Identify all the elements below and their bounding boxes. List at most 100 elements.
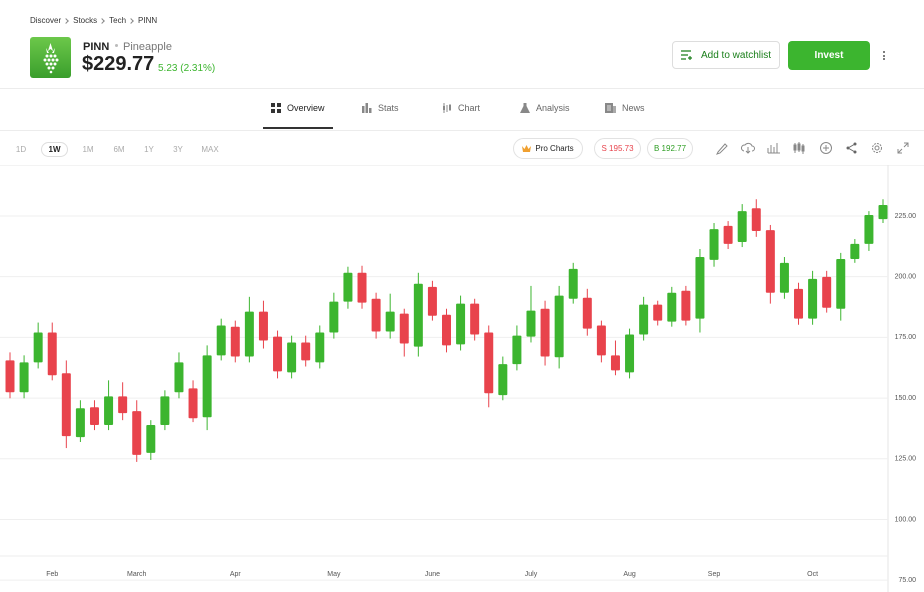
fullscreen-icon[interactable] xyxy=(896,141,910,155)
add-to-watchlist-button[interactable]: Add to watchlist xyxy=(672,41,780,69)
candle-body xyxy=(244,311,254,357)
divider xyxy=(0,88,924,89)
timeframe-button[interactable]: 1D xyxy=(15,145,27,154)
tab-icon xyxy=(271,103,281,113)
download-icon[interactable] xyxy=(741,141,755,155)
y-tick-label: 125.00 xyxy=(895,456,917,463)
tab-icon xyxy=(362,103,372,113)
candle-body xyxy=(442,314,451,346)
candle-body xyxy=(681,290,691,321)
pro-charts-button[interactable]: Pro Charts xyxy=(513,138,583,159)
tab[interactable]: Chart xyxy=(442,103,480,113)
x-tick-label: Feb xyxy=(46,571,58,578)
tab-label: Stats xyxy=(378,103,399,113)
y-tick-label: 200.00 xyxy=(895,274,917,281)
candlestick-chart: 225.00 200.00 175.00 150.00 125.00 100.00 75.0… xyxy=(0,165,917,592)
candle-body xyxy=(75,408,85,438)
candle-body xyxy=(118,396,128,414)
candle-body xyxy=(456,303,466,345)
candle-body xyxy=(625,334,635,373)
candle-body xyxy=(864,215,874,244)
tab[interactable]: Overview xyxy=(271,103,325,113)
candle-body xyxy=(202,355,212,418)
x-tick-label: Oct xyxy=(807,571,818,578)
candle-body xyxy=(878,205,888,220)
timeframe-button[interactable]: 1W xyxy=(41,142,68,157)
x-tick-label: Sep xyxy=(708,571,721,578)
x-tick-label: June xyxy=(425,571,440,578)
tab-icon xyxy=(520,103,530,113)
candle-body xyxy=(230,326,240,357)
indicators-icon[interactable] xyxy=(767,141,781,155)
tab[interactable]: News xyxy=(605,103,645,113)
timeframe-button[interactable]: 6M xyxy=(113,145,125,154)
timeframe-button[interactable]: MAX xyxy=(201,145,219,154)
watchlist-icon xyxy=(680,50,692,60)
y-tick-label: 150.00 xyxy=(895,395,917,402)
candle-body xyxy=(104,396,114,426)
ticker: PINN xyxy=(83,41,110,53)
tab[interactable]: Stats xyxy=(362,103,399,113)
candle-body xyxy=(695,257,705,319)
candle-body xyxy=(329,301,339,333)
candle-body xyxy=(765,230,775,293)
tab-label: News xyxy=(622,103,645,113)
candle-body xyxy=(301,342,311,361)
candle-body xyxy=(371,298,381,332)
breadcrumb-link[interactable]: Discover xyxy=(30,16,62,25)
price-change: 5.23 (2.31%) xyxy=(158,63,216,74)
active-tab-indicator xyxy=(263,127,333,129)
tab-icon xyxy=(605,103,616,113)
candles-icon[interactable] xyxy=(793,141,807,155)
x-tick-label: Aug xyxy=(623,571,636,578)
share-icon[interactable] xyxy=(845,141,859,155)
divider xyxy=(0,165,924,166)
divider xyxy=(0,130,924,131)
invest-button[interactable]: Invest xyxy=(788,41,870,70)
breadcrumb-separator xyxy=(128,17,134,24)
candle-body xyxy=(385,311,395,332)
x-tick-label: July xyxy=(525,571,538,578)
breadcrumb-link[interactable]: Tech xyxy=(109,16,127,25)
breadcrumb-link: PINN xyxy=(138,16,158,25)
candle-body xyxy=(427,286,437,316)
candle-body xyxy=(89,407,99,426)
y-tick-label: 75.00 xyxy=(898,577,916,584)
candle-body xyxy=(526,310,536,337)
candle-body xyxy=(779,262,789,293)
candle-body xyxy=(188,388,198,419)
sell-button[interactable]: S 195.73 xyxy=(594,138,641,159)
tab-icon xyxy=(443,103,451,113)
candle-body xyxy=(794,288,804,319)
breadcrumb-link[interactable]: Stocks xyxy=(73,16,98,25)
company-name: Pineapple xyxy=(123,41,172,53)
breadcrumb-separator xyxy=(63,17,69,24)
timeframe-button[interactable]: 1M xyxy=(82,145,94,154)
add-icon[interactable] xyxy=(819,141,833,155)
candle-body xyxy=(470,303,480,335)
x-tick-label: May xyxy=(327,571,341,578)
candle-body xyxy=(19,362,29,393)
candle-body xyxy=(273,336,283,372)
candle-body xyxy=(357,272,367,303)
timeframe-button[interactable]: 1Y xyxy=(144,145,154,154)
candle-body xyxy=(667,292,677,322)
candle-body xyxy=(582,297,592,329)
candle-body xyxy=(836,258,846,309)
breadcrumb-separator xyxy=(99,17,105,24)
candle-body xyxy=(5,360,15,393)
timeframe-button[interactable]: 3Y xyxy=(173,145,183,154)
crown-icon xyxy=(522,145,532,152)
tab[interactable]: Analysis xyxy=(520,103,570,113)
x-tick-label: Apr xyxy=(230,571,242,578)
draw-tool-icon[interactable] xyxy=(716,141,728,155)
tab-label: Analysis xyxy=(536,103,570,113)
y-tick-label: 175.00 xyxy=(895,334,917,341)
settings-icon[interactable] xyxy=(870,141,884,155)
candle-body xyxy=(850,243,860,259)
buy-button[interactable]: B 192.77 xyxy=(647,138,693,159)
candle-body xyxy=(258,311,268,341)
candle-body xyxy=(174,362,184,393)
more-menu[interactable] xyxy=(882,51,886,60)
